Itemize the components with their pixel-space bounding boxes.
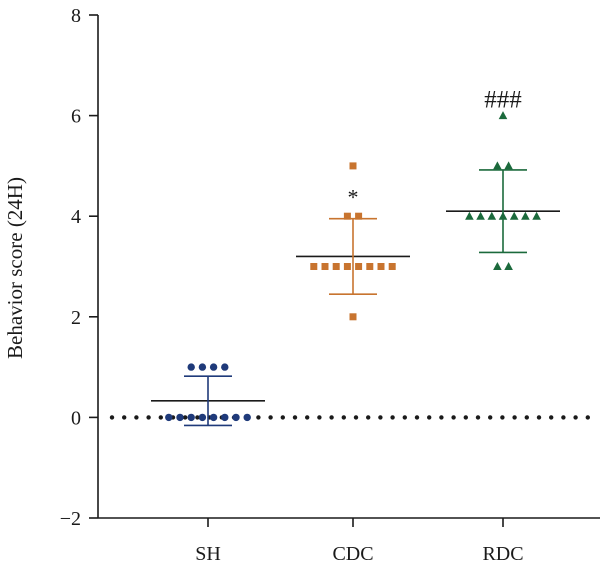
- data-point: [465, 211, 474, 220]
- data-point: [187, 413, 195, 422]
- y-tick-label: 0: [71, 407, 81, 429]
- data-point: [221, 363, 229, 371]
- data-point: [310, 263, 318, 270]
- data-point: [209, 363, 218, 371]
- reference-dot: [109, 415, 115, 420]
- data-point: [504, 161, 513, 170]
- reference-dot: [402, 415, 407, 420]
- y-tick-label: −2: [60, 508, 81, 530]
- reference-dot: [378, 415, 383, 420]
- reference-dot: [414, 415, 420, 420]
- data-point: [476, 211, 485, 220]
- reference-dot: [268, 415, 273, 420]
- reference-dot: [573, 415, 578, 420]
- data-point: [493, 262, 502, 270]
- data-point: [165, 413, 173, 422]
- reference-dot: [134, 415, 139, 420]
- reference-dot: [122, 415, 127, 420]
- data-point: [343, 263, 351, 270]
- reference-dot: [512, 415, 517, 420]
- y-tick-label: 8: [71, 5, 81, 27]
- reference-dot: [439, 415, 444, 420]
- data-groups: * ###: [151, 87, 560, 427]
- reference-dot: [585, 415, 590, 420]
- reference-dot: [488, 415, 493, 420]
- data-point: [388, 263, 396, 270]
- x-tick-label-sh: SH: [195, 543, 221, 565]
- data-point: [198, 363, 207, 371]
- group-rdc: ###: [446, 87, 560, 270]
- data-point: [355, 263, 363, 270]
- data-point: [209, 413, 218, 422]
- significance-annotation: ###: [484, 87, 522, 114]
- data-point: [198, 413, 207, 422]
- data-point: [176, 413, 184, 422]
- reference-dot: [561, 415, 566, 420]
- group-cdc: *: [296, 162, 410, 321]
- reference-dot: [195, 415, 200, 420]
- reference-dot: [475, 415, 481, 420]
- data-point: [349, 162, 357, 170]
- y-tick-label: 6: [71, 106, 81, 128]
- reference-dot: [353, 415, 359, 420]
- data-point: [349, 313, 357, 321]
- data-point: [532, 211, 541, 220]
- reference-dot: [341, 415, 346, 420]
- reference-dot: [317, 415, 322, 420]
- reference-dot: [549, 415, 554, 420]
- data-point: [187, 363, 195, 371]
- data-point: [498, 111, 508, 120]
- y-tick-label: 4: [71, 206, 81, 228]
- y-axis-ticks: −2 0 2 4 6 8: [60, 5, 98, 530]
- data-point: [377, 263, 385, 270]
- data-point: [487, 211, 497, 220]
- significance-annotation: *: [348, 185, 359, 210]
- x-tick-label-cdc: CDC: [332, 543, 373, 565]
- reference-dot: [536, 415, 542, 420]
- reference-dot: [158, 415, 163, 420]
- group-sh: [151, 363, 265, 427]
- reference-dot: [183, 415, 188, 420]
- data-point: [221, 413, 229, 422]
- reference-dot: [329, 415, 334, 420]
- reference-dot: [305, 415, 310, 420]
- reference-dot: [524, 415, 529, 420]
- data-point: [232, 413, 240, 422]
- data-point: [493, 161, 502, 170]
- data-point: [321, 263, 329, 270]
- reference-dot: [256, 415, 261, 420]
- data-point: [355, 212, 363, 220]
- reference-dot: [463, 415, 468, 420]
- data-point: [343, 212, 351, 220]
- reference-dot: [280, 415, 285, 420]
- x-axis-ticks: SH CDC RDC: [195, 518, 524, 565]
- y-axis-title: Behavior score (24H): [3, 177, 27, 359]
- x-tick-label-rdc: RDC: [482, 543, 523, 565]
- reference-dot: [292, 415, 298, 420]
- data-point: [332, 263, 340, 270]
- data-point: [366, 263, 374, 270]
- reference-dot: [146, 415, 151, 420]
- reference-dot: [427, 415, 432, 420]
- reference-dot: [366, 415, 371, 420]
- data-point: [504, 262, 513, 270]
- data-point: [521, 211, 530, 220]
- data-point: [509, 211, 519, 220]
- data-point: [243, 413, 251, 422]
- y-tick-label: 2: [71, 307, 81, 329]
- reference-dot: [500, 415, 505, 420]
- reference-dot: [390, 415, 395, 420]
- reference-dot: [451, 415, 456, 420]
